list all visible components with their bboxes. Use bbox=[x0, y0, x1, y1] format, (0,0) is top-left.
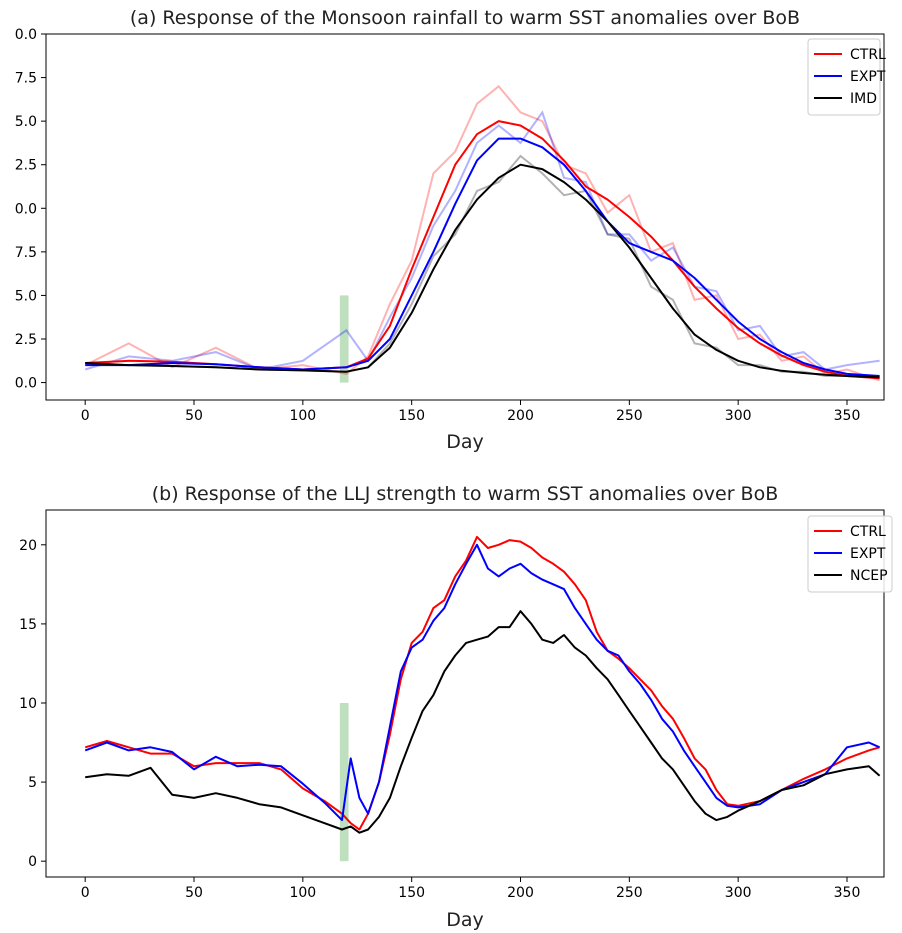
x-tick-label: 150 bbox=[398, 885, 425, 901]
legend-label-imd: IMD bbox=[850, 91, 877, 107]
series-raw-expt bbox=[84, 110, 880, 371]
x-tick-label: 50 bbox=[185, 408, 203, 424]
y-tick-label: 5.0 bbox=[15, 114, 37, 130]
x-tick-label: 0 bbox=[81, 408, 90, 424]
y-tick-label: 7.5 bbox=[15, 71, 37, 87]
chart-title: (a) Response of the Monsoon rainfall to … bbox=[130, 7, 800, 29]
x-tick-label: 200 bbox=[507, 885, 534, 901]
y-tick-label: 5.0 bbox=[15, 288, 37, 304]
y-tick-label: 0.0 bbox=[15, 27, 37, 43]
x-tick-label: 0 bbox=[81, 885, 90, 901]
x-tick-label: 300 bbox=[725, 885, 752, 901]
plot-frame bbox=[45, 33, 885, 401]
series-line-imd bbox=[85, 163, 880, 379]
x-tick-label: 50 bbox=[185, 885, 203, 901]
legend-box bbox=[807, 515, 893, 593]
highlight-band bbox=[339, 702, 349, 862]
highlight-band bbox=[339, 295, 349, 383]
legend-label-ctrl: CTRL bbox=[850, 524, 886, 540]
panel-b: (b) Response of the LLJ strength to warm… bbox=[19, 483, 893, 931]
x-tick-label: 350 bbox=[834, 885, 861, 901]
chart-title: (b) Response of the LLJ strength to warm… bbox=[152, 483, 779, 505]
series-line-expt bbox=[85, 137, 880, 377]
series-line-ncep bbox=[85, 610, 881, 834]
y-tick-label: 0 bbox=[28, 854, 37, 870]
y-tick-label: 0.0 bbox=[15, 201, 37, 217]
x-tick-label: 250 bbox=[616, 885, 643, 901]
x-tick-label: 200 bbox=[507, 408, 534, 424]
y-tick-label: 20 bbox=[19, 538, 37, 554]
series-raw-ctrl bbox=[84, 84, 880, 382]
panel-a: (a) Response of the Monsoon rainfall to … bbox=[15, 7, 886, 453]
y-tick-label: 0.0 bbox=[15, 376, 37, 392]
series-line-ctrl bbox=[84, 535, 880, 831]
series-line-expt bbox=[84, 543, 881, 822]
legend-label-ncep: NCEP bbox=[850, 568, 888, 584]
x-tick-label: 150 bbox=[398, 408, 425, 424]
y-tick-label: 15 bbox=[19, 617, 37, 633]
plot-frame bbox=[45, 509, 885, 878]
x-tick-label: 100 bbox=[289, 408, 316, 424]
y-tick-label: 2.5 bbox=[15, 158, 37, 174]
y-tick-label: 7.5 bbox=[15, 245, 37, 261]
y-tick-label: 2.5 bbox=[15, 332, 37, 348]
legend-label-expt: EXPT bbox=[850, 546, 886, 562]
legend-box bbox=[807, 38, 881, 116]
legend-label-ctrl: CTRL bbox=[850, 47, 886, 63]
x-axis-label: Day bbox=[446, 909, 484, 931]
x-tick-label: 350 bbox=[834, 408, 861, 424]
y-tick-label: 10 bbox=[19, 696, 37, 712]
x-tick-label: 250 bbox=[616, 408, 643, 424]
x-tick-label: 100 bbox=[289, 885, 316, 901]
legend-label-expt: EXPT bbox=[850, 69, 886, 85]
x-axis-label: Day bbox=[446, 431, 484, 453]
x-tick-label: 300 bbox=[725, 408, 752, 424]
y-tick-label: 5 bbox=[28, 775, 37, 791]
series-raw-imd bbox=[85, 154, 880, 380]
